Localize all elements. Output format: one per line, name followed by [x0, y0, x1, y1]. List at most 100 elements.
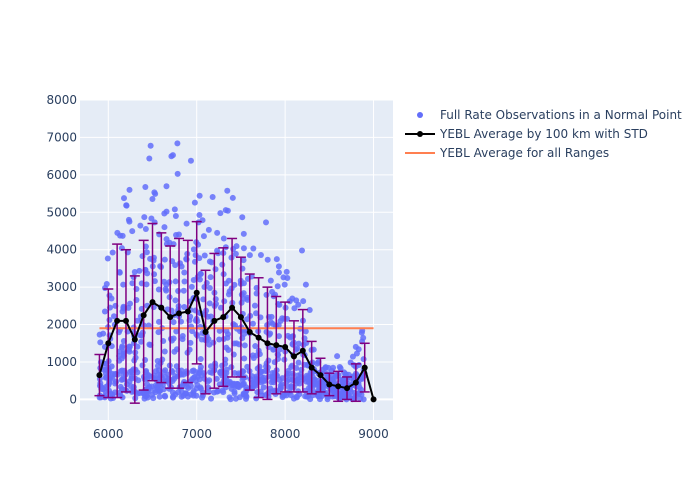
scatter-point	[109, 363, 115, 369]
scatter-point	[330, 365, 336, 371]
scatter-point	[149, 196, 155, 202]
legend-marker	[417, 131, 423, 137]
scatter-point	[230, 246, 236, 252]
scatter-point	[280, 394, 286, 400]
scatter-point	[161, 224, 167, 230]
scatter-point	[241, 245, 247, 251]
scatter-point	[145, 395, 151, 401]
scatter-point	[136, 268, 142, 274]
scatter-point	[162, 393, 168, 399]
scatter-point	[277, 377, 283, 383]
scatter-point	[146, 342, 152, 348]
scatter-point	[250, 246, 256, 252]
scatter-point	[173, 278, 179, 284]
scatter-point	[170, 152, 176, 158]
scatter-point	[192, 200, 198, 206]
scatter-point	[149, 383, 155, 389]
average-point	[194, 290, 200, 296]
scatter-point	[221, 298, 227, 304]
scatter-point	[157, 394, 163, 400]
scatter-point	[144, 249, 150, 255]
scatter-point	[163, 183, 169, 189]
scatter-point	[264, 292, 270, 298]
scatter-point	[241, 280, 247, 286]
scatter-point	[104, 281, 110, 287]
y-tick-label: 4000	[46, 243, 77, 257]
scatter-point	[247, 252, 253, 258]
average-point	[211, 318, 217, 324]
scatter-point	[303, 328, 309, 334]
scatter-point	[224, 188, 230, 194]
average-point	[105, 340, 111, 346]
average-point	[256, 335, 262, 341]
legend[interactable]: Full Rate Observations in a Normal Point…	[405, 108, 682, 160]
scatter-point	[166, 279, 172, 285]
scatter-point	[280, 274, 286, 280]
scatter-point	[279, 315, 285, 321]
scatter-point	[172, 297, 178, 303]
average-point	[229, 305, 235, 311]
scatter-point	[239, 292, 245, 298]
average-point	[291, 353, 297, 359]
scatter-point	[191, 393, 197, 399]
average-point	[335, 383, 341, 389]
scatter-point	[268, 278, 274, 284]
legend-item-0[interactable]: Full Rate Observations in a Normal Point	[417, 108, 682, 122]
scatter-point	[231, 381, 237, 387]
scatter-point	[119, 343, 125, 349]
y-axis-ticks: 0 1000 2000 3000 4000 5000 6000 7000 8000	[46, 93, 77, 406]
scatter-point	[131, 387, 137, 393]
x-tick-label: 7000	[181, 427, 212, 441]
scatter-point	[189, 284, 195, 290]
scatter-point	[265, 257, 271, 263]
scatter-point	[198, 356, 204, 362]
scatter-point	[275, 283, 281, 289]
scatter-point	[227, 394, 233, 400]
scatter-point	[270, 374, 276, 380]
scatter-point	[216, 336, 222, 342]
scatter-point	[296, 360, 302, 366]
scatter-point	[284, 269, 290, 275]
average-point	[238, 314, 244, 320]
scatter-point	[97, 339, 103, 345]
scatter-point	[299, 248, 305, 254]
scatter-point	[241, 355, 247, 361]
scatter-point	[198, 271, 204, 277]
scatter-point	[361, 356, 367, 362]
scatter-point	[278, 385, 284, 391]
scatter-point	[184, 221, 190, 227]
legend-label: YEBL Average for all Ranges	[439, 146, 609, 160]
scatter-point	[173, 213, 179, 219]
y-tick-label: 7000	[46, 130, 77, 144]
legend-item-2[interactable]: YEBL Average for all Ranges	[405, 146, 609, 160]
legend-item-1[interactable]: YEBL Average by 100 km with STD	[405, 127, 648, 141]
scatter-point	[257, 364, 263, 370]
scatter-point	[217, 369, 223, 375]
scatter-point	[114, 230, 120, 236]
scatter-point	[225, 331, 231, 337]
scatter-point	[120, 233, 126, 239]
scatter-point	[184, 257, 190, 263]
scatter-point	[171, 349, 177, 355]
legend-label: YEBL Average by 100 km with STD	[439, 127, 648, 141]
scatter-point	[193, 378, 199, 384]
average-point	[282, 344, 288, 350]
scatter-point	[172, 206, 178, 212]
average-point	[132, 337, 138, 343]
scatter-point	[182, 279, 188, 285]
scatter-point	[176, 231, 182, 237]
scatter-point	[180, 333, 186, 339]
scatter-point	[175, 171, 181, 177]
scatter-point	[201, 284, 207, 290]
scatter-point	[225, 347, 231, 353]
average-point	[185, 308, 191, 314]
average-point	[309, 365, 315, 371]
scatter-point	[110, 250, 116, 256]
scatter-point	[295, 376, 301, 382]
scatter-point	[106, 292, 112, 298]
scatter-point	[258, 252, 264, 258]
scatter-point	[206, 336, 212, 342]
scatter-point	[126, 347, 132, 353]
scatter-point	[214, 230, 220, 236]
scatter-point	[105, 256, 111, 262]
